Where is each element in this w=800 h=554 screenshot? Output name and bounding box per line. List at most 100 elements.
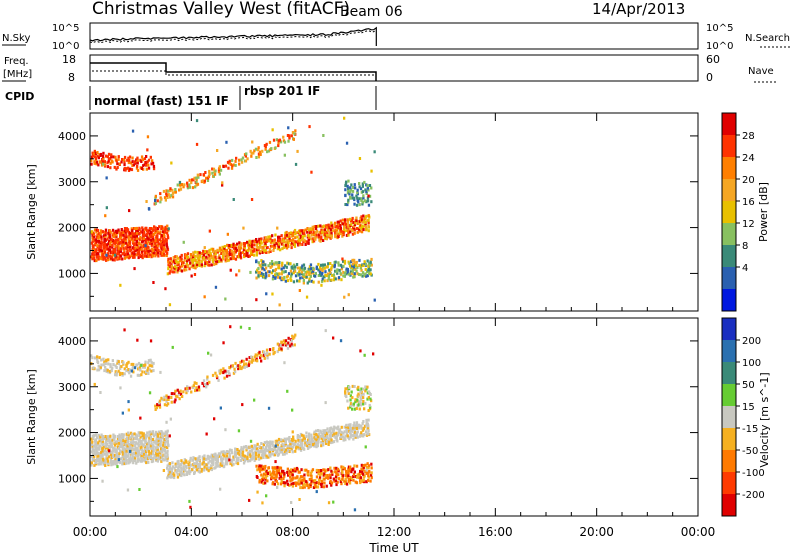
- data-cell: [177, 467, 180, 471]
- data-cell: [339, 480, 342, 483]
- data-cell: [107, 447, 110, 451]
- data-cell: [258, 480, 261, 484]
- data-cell: [347, 200, 350, 204]
- data-cell: [247, 246, 251, 250]
- data-cell: [168, 466, 172, 470]
- data-cell: [370, 471, 373, 475]
- data-cell: [290, 468, 293, 472]
- data-cell: [318, 266, 322, 269]
- data-cell: [367, 418, 370, 422]
- data-cell: [261, 465, 265, 469]
- data-cell: [256, 442, 259, 446]
- data-cell: [300, 272, 303, 276]
- data-cell: [127, 452, 130, 456]
- data-cell: [156, 235, 159, 239]
- colorbar-tick-label: 8: [742, 241, 748, 252]
- data-cell: [93, 160, 96, 164]
- data-cell: [166, 443, 170, 446]
- data-cell: [287, 448, 290, 452]
- data-cell: [169, 195, 172, 199]
- data-cell: [185, 470, 189, 474]
- data-cell: [174, 265, 177, 269]
- data-cell: [145, 454, 148, 458]
- data-cell: [317, 437, 321, 441]
- data-cell: [168, 303, 172, 307]
- data-cell: [234, 163, 237, 167]
- data-cell: [293, 267, 296, 271]
- data-cell: [278, 346, 281, 350]
- data-cell: [168, 434, 171, 438]
- data-cell: [273, 476, 276, 480]
- data-cell: [163, 447, 166, 450]
- data-cell: [96, 368, 99, 372]
- data-cell: [112, 459, 115, 463]
- data-cell: [278, 303, 281, 307]
- data-cell: [90, 463, 93, 467]
- data-cell: [353, 261, 356, 265]
- data-cell: [268, 348, 272, 352]
- data-cell: [131, 432, 134, 436]
- data-cell: [210, 455, 213, 459]
- data-cell: [271, 292, 274, 296]
- data-cell: [240, 456, 244, 460]
- data-cell: [224, 428, 227, 432]
- data-cell: [276, 439, 279, 443]
- data-cell: [298, 270, 301, 274]
- data-cell: [349, 186, 352, 190]
- data-cell: [277, 441, 281, 445]
- data-cell: [281, 270, 284, 273]
- data-cell: [159, 370, 162, 374]
- data-cell: [185, 387, 188, 390]
- data-cell: [290, 246, 293, 250]
- data-cell: [138, 373, 141, 377]
- data-cell: [143, 433, 146, 437]
- data-cell: [354, 435, 357, 439]
- data-cell: [145, 461, 148, 465]
- data-cell: [311, 271, 315, 275]
- data-cell: [144, 452, 148, 456]
- data-cell: [93, 454, 96, 458]
- data-cell: [367, 194, 370, 198]
- data-cell: [146, 250, 149, 254]
- data-cell: [118, 445, 122, 449]
- data-cell: [137, 256, 140, 260]
- y-tick-label: 2000: [58, 222, 86, 235]
- data-cell: [144, 433, 147, 437]
- data-cell: [161, 244, 164, 248]
- data-cell: [176, 270, 179, 274]
- data-cell: [161, 436, 165, 440]
- data-cell: [294, 232, 297, 236]
- data-cell: [158, 238, 162, 242]
- data-cell: [357, 385, 360, 389]
- data-cell: [145, 167, 148, 171]
- data-cell: [341, 477, 344, 481]
- data-cell: [230, 257, 233, 261]
- data-cell: [330, 231, 333, 235]
- data-cell: [325, 225, 329, 229]
- data-cell: [116, 229, 119, 233]
- data-cell: [279, 248, 282, 252]
- data-cell: [266, 472, 269, 475]
- data-cell: [154, 241, 157, 245]
- data-cell: [369, 268, 372, 272]
- data-cell: [117, 446, 121, 450]
- data-cell: [291, 478, 294, 482]
- data-cell: [271, 239, 274, 243]
- data-cell: [138, 237, 141, 241]
- data-cell: [235, 156, 238, 160]
- data-cell: [369, 473, 373, 477]
- data-cell: [140, 456, 144, 460]
- data-cell: [320, 279, 324, 283]
- data-cell: [305, 431, 308, 435]
- data-cell: [345, 432, 349, 436]
- data-cell: [313, 441, 317, 445]
- data-cell: [163, 449, 167, 453]
- data-cell: [109, 363, 112, 367]
- data-cell: [273, 240, 276, 244]
- data-cell: [284, 448, 288, 452]
- data-cell: [271, 440, 274, 444]
- data-cell: [212, 257, 215, 261]
- data-cell: [169, 265, 172, 268]
- data-cell: [314, 274, 317, 278]
- data-cell: [252, 151, 255, 155]
